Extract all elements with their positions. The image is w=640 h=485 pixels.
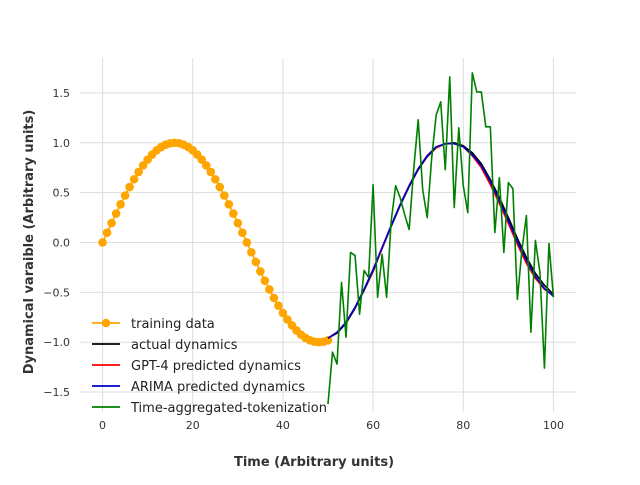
data-point xyxy=(238,228,247,238)
legend-entry: ARIMA predicted dynamics xyxy=(92,380,305,395)
y-tick-label: 1.0 xyxy=(53,137,71,150)
legend-label: training data xyxy=(131,317,215,332)
data-point xyxy=(269,293,279,303)
series-training-data xyxy=(98,138,333,347)
data-point xyxy=(116,199,125,209)
data-point xyxy=(256,267,265,276)
data-point xyxy=(107,218,116,228)
data-point xyxy=(219,191,229,200)
legend-entry: Time-aggregated-tokenization xyxy=(92,401,327,416)
x-tick-label: 0 xyxy=(99,419,106,432)
data-point xyxy=(98,238,107,247)
y-tick-label: −1.0 xyxy=(43,336,70,349)
data-point xyxy=(206,167,216,177)
y-tick-label: 0.0 xyxy=(53,236,71,249)
data-point xyxy=(247,247,256,257)
y-tick-label: −0.5 xyxy=(43,286,70,299)
legend-label: Time-aggregated-tokenization xyxy=(130,401,327,416)
y-axis-ticks: −1.5 −1.0 −0.5 0.0 0.5 1.0 1.5 xyxy=(43,87,70,399)
legend-entry: GPT-4 predicted dynamics xyxy=(92,359,301,374)
legend-label: GPT-4 predicted dynamics xyxy=(131,359,301,374)
data-point xyxy=(125,182,134,192)
legend-label: actual dynamics xyxy=(131,338,238,353)
legend: training data actual dynamics GPT-4 predic… xyxy=(92,317,327,416)
data-point xyxy=(233,218,243,228)
data-point xyxy=(134,167,143,177)
data-point xyxy=(102,228,112,238)
data-point xyxy=(129,174,139,184)
x-tick-label: 20 xyxy=(186,419,200,432)
y-tick-label: −1.5 xyxy=(43,386,70,399)
x-tick-label: 40 xyxy=(276,419,290,432)
legend-entry: training data xyxy=(92,317,215,332)
data-point xyxy=(274,301,283,311)
data-point xyxy=(210,174,220,184)
data-point xyxy=(215,182,225,192)
data-point xyxy=(201,161,211,170)
data-point xyxy=(197,155,207,164)
legend-marker xyxy=(101,318,111,328)
data-point xyxy=(111,209,121,218)
series-line xyxy=(327,72,555,405)
y-tick-label: 0.5 xyxy=(53,187,71,200)
data-point xyxy=(278,308,288,318)
series-line xyxy=(327,141,555,339)
x-axis-ticks: 0 20 40 60 80 100 xyxy=(99,419,564,432)
legend-entry: actual dynamics xyxy=(92,338,238,353)
x-tick-label: 60 xyxy=(366,419,380,432)
x-tick-label: 80 xyxy=(456,419,470,432)
data-point xyxy=(229,209,238,218)
data-point xyxy=(283,315,292,324)
data-point xyxy=(138,161,148,170)
legend-label: ARIMA predicted dynamics xyxy=(131,380,305,395)
data-point xyxy=(251,257,261,267)
series-actual-dynamics xyxy=(327,141,555,339)
series-arima-predicted-dynamics xyxy=(327,142,554,339)
x-axis-label: Time (Arbitrary units) xyxy=(234,455,394,470)
series-layer xyxy=(98,72,555,405)
series-line xyxy=(327,142,554,339)
x-tick-label: 100 xyxy=(543,419,564,432)
data-point xyxy=(260,276,270,285)
y-axis-label: Dynamical varaible (Arbitrary units) xyxy=(22,110,37,375)
series-gpt-4-predicted-dynamics xyxy=(327,142,554,339)
data-point xyxy=(242,238,252,247)
data-point xyxy=(323,336,333,345)
series-line xyxy=(327,142,554,339)
data-point xyxy=(224,199,234,209)
series-time-aggregated-tokenization xyxy=(327,72,555,405)
data-point xyxy=(265,285,274,294)
y-tick-label: 1.5 xyxy=(53,87,71,100)
data-point xyxy=(120,191,130,200)
